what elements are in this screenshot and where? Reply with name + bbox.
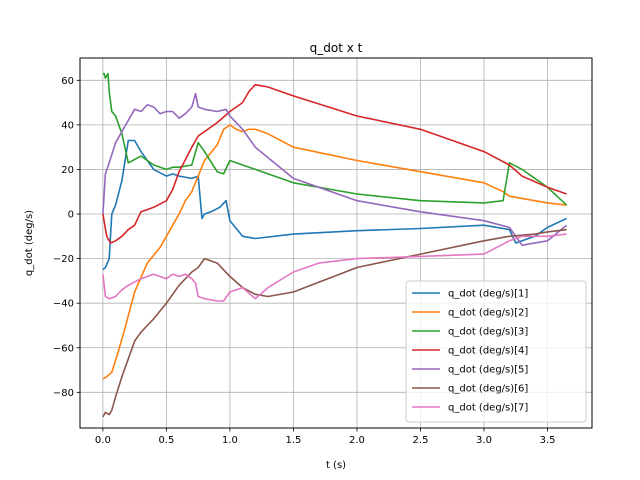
legend: q_dot (deg/s)[1] q_dot (deg/s)[2] q_dot (d… <box>405 280 587 423</box>
y-tick-label: 60 <box>61 76 74 87</box>
chart-title: q_dot x t <box>310 41 363 55</box>
y-tick-label: 0 <box>68 210 74 221</box>
y-tick-label: 40 <box>61 120 74 131</box>
x-tick-label: 3.0 <box>476 435 492 446</box>
legend-box <box>405 280 587 423</box>
series-line-5 <box>102 92 568 246</box>
y-tick-label: −60 <box>53 343 74 354</box>
series-line-3 <box>102 72 568 206</box>
legend-entry: q_dot (deg/s)[3] <box>448 327 528 338</box>
y-tick-label: 20 <box>61 165 74 176</box>
x-tick-label: 2.0 <box>349 435 365 446</box>
legend-entry: q_dot (deg/s)[1] <box>448 289 528 300</box>
series-line-7 <box>102 233 567 302</box>
x-tick-label: 1.5 <box>285 435 301 446</box>
x-tick-label: 0.5 <box>158 435 174 446</box>
x-tick-label: 0.0 <box>95 435 111 446</box>
y-tick-label: −80 <box>53 388 74 399</box>
legend-entry: q_dot (deg/s)[6] <box>448 384 528 395</box>
y-tick-label: −40 <box>53 299 74 310</box>
x-axis-ticks: 0.0 0.5 1.0 1.5 2.0 2.5 3.0 3.5 <box>95 428 556 446</box>
x-tick-label: 2.5 <box>413 435 429 446</box>
x-axis-label: t (s) <box>326 460 346 471</box>
y-axis-label: q_dot (deg/s) <box>24 210 35 276</box>
y-tick-label: −20 <box>53 254 74 265</box>
y-axis-ticks: −80 −60 −40 −20 0 20 40 60 <box>53 76 80 399</box>
plot-frame <box>79 57 593 429</box>
legend-entry: q_dot (deg/s)[4] <box>448 346 528 357</box>
legend-entry: q_dot (deg/s)[5] <box>448 365 528 376</box>
legend-entry: q_dot (deg/s)[2] <box>448 308 528 319</box>
series-line-6 <box>102 228 567 418</box>
series-line-4 <box>102 83 567 244</box>
x-tick-label: 3.5 <box>540 435 556 446</box>
series-lines <box>102 72 568 418</box>
legend-entry: q_dot (deg/s)[7] <box>448 403 528 414</box>
x-tick-label: 1.0 <box>222 435 238 446</box>
series-line-1 <box>102 139 567 271</box>
series-line-2 <box>102 124 567 380</box>
